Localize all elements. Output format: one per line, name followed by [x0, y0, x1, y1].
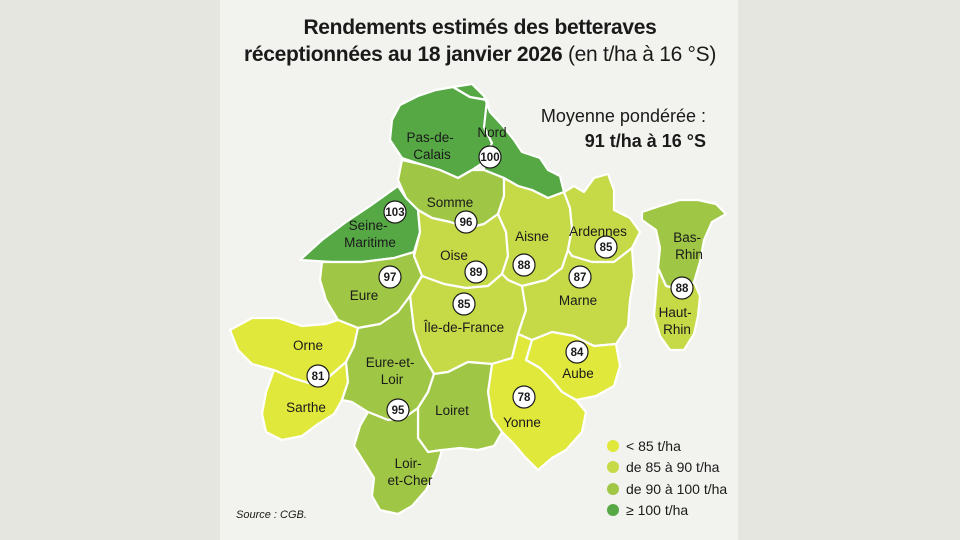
legend-item: ≥ 100 t/ha — [607, 500, 727, 522]
weighted-average: Moyenne pondérée : 91 t/ha à 16 °S — [541, 104, 706, 154]
label-yonne: Yonne — [503, 415, 541, 430]
legend-item: de 90 à 100 t/ha — [607, 478, 727, 500]
legend-label: ≥ 100 t/ha — [626, 502, 689, 519]
badge-oise: 89 — [464, 260, 488, 284]
legend-swatch — [607, 439, 619, 452]
svg-text:95: 95 — [392, 405, 405, 417]
svg-text:85: 85 — [458, 299, 471, 311]
dept-bas-rhin — [640, 198, 728, 292]
dept-yonne — [486, 332, 588, 472]
badge-haut-rhin: 88 — [670, 276, 694, 300]
svg-text:88: 88 — [676, 283, 689, 295]
badge-yonne: 78 — [512, 385, 536, 409]
legend-swatch — [607, 461, 619, 474]
badge-seine-maritime: 103 — [383, 200, 407, 224]
badge-aisne: 88 — [512, 253, 536, 277]
badge-aube: 84 — [565, 340, 589, 364]
label-loir-et-cher: Loir- et-Cher — [387, 456, 433, 488]
svg-text:88: 88 — [518, 260, 531, 272]
svg-text:100: 100 — [480, 152, 499, 164]
label-eure-et-loir: Eure-et- Loir — [366, 355, 419, 387]
infographic-card: Rendements estimés des betteraves récept… — [222, 0, 738, 540]
badge-eure-et-loir: 95 — [386, 398, 410, 422]
svg-text:81: 81 — [312, 371, 325, 383]
label-haut-rhin: Haut- Rhin — [659, 305, 696, 337]
svg-text:78: 78 — [518, 392, 531, 404]
label-orne: Orne — [293, 338, 323, 353]
label-pas-de-calais: Pas-de- Calais — [406, 130, 457, 162]
legend-label: < 85 t/ha — [626, 437, 681, 454]
average-value: 91 t/ha à 16 °S — [584, 131, 706, 151]
legend-label: de 85 à 90 t/ha — [626, 459, 720, 476]
label-eure: Eure — [350, 288, 379, 303]
badge-marne: 87 — [568, 265, 592, 289]
left-margin — [0, 0, 220, 540]
label-aube: Aube — [562, 366, 594, 381]
dept-loir-et-cher — [352, 406, 444, 516]
label-nord: Nord — [477, 125, 506, 140]
badge-ile-de-france: 85 — [452, 292, 476, 316]
svg-text:89: 89 — [470, 267, 483, 279]
average-label: Moyenne pondérée : — [540, 106, 706, 126]
badge-eure: 97 — [378, 265, 402, 289]
label-aisne: Aisne — [515, 229, 549, 244]
map-title: Rendements estimés des betteraves récept… — [222, 14, 738, 68]
label-somme: Somme — [427, 195, 474, 210]
badge-nord: 100 — [478, 145, 502, 169]
label-marne: Marne — [559, 293, 597, 308]
label-bas-rhin: Bas- Rhin — [673, 230, 705, 262]
label-seine-maritime: Seine- Maritime — [344, 218, 396, 250]
label-ile-de-france: Île-de-France — [423, 320, 504, 335]
title-line-1: Rendements estimés des betteraves — [303, 16, 657, 39]
svg-text:97: 97 — [384, 272, 397, 284]
legend-swatch — [607, 504, 619, 517]
dept-ardennes — [562, 172, 642, 264]
svg-text:87: 87 — [574, 272, 587, 284]
legend-swatch — [607, 482, 619, 495]
badge-somme: 96 — [454, 210, 478, 234]
svg-text:85: 85 — [600, 242, 613, 254]
title-unit: (en t/ha à 16 °S) — [567, 43, 717, 66]
svg-text:84: 84 — [571, 347, 584, 359]
legend-item: < 85 t/ha — [607, 435, 727, 457]
title-line-2: réceptionnées au 18 janvier 2026 (en t/h… — [222, 41, 738, 68]
label-sarthe: Sarthe — [286, 400, 326, 415]
label-oise: Oise — [440, 248, 468, 263]
legend-item: de 85 à 90 t/ha — [607, 457, 727, 479]
label-loiret: Loiret — [435, 403, 469, 418]
badge-ardennes: 85 — [594, 235, 618, 259]
title-line-2-main: réceptionnées au 18 janvier 2026 — [243, 43, 563, 66]
yield-map: Pas-de- Calais Nord Somme Seine- Maritim… — [228, 82, 728, 516]
badge-orne: 81 — [306, 364, 330, 388]
legend: < 85 t/ha de 85 à 90 t/ha de 90 à 100 t/… — [607, 435, 727, 521]
legend-label: de 90 à 100 t/ha — [626, 480, 728, 497]
svg-text:96: 96 — [460, 217, 473, 229]
source-note: Source : CGB. — [236, 509, 307, 521]
svg-text:103: 103 — [385, 207, 404, 219]
right-margin — [738, 0, 960, 540]
label-ardennes: Ardennes — [569, 224, 627, 239]
